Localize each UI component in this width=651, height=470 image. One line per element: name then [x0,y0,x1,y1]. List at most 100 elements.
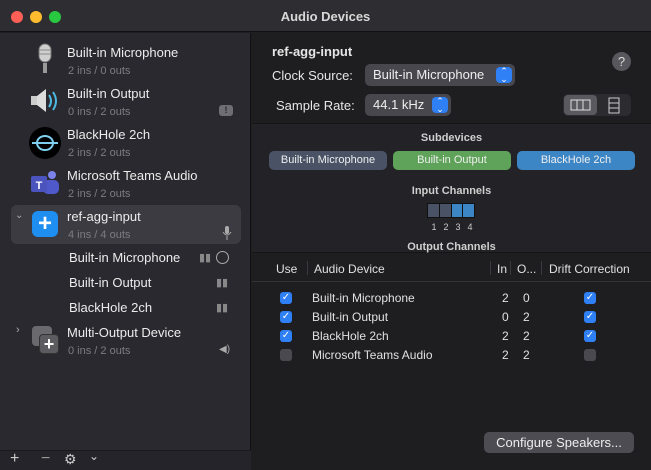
output-channels-title: Output Channels [407,241,496,253]
sidebar-toolbar: + − ⚙ ⌄ [0,449,251,470]
subdevice-item[interactable]: Built-in Microphone ▮▮ [0,248,251,270]
sample-rate-value: 44.1 kHz [373,97,425,112]
chevron-right-icon[interactable]: › [16,324,20,336]
microphone-icon [222,226,232,243]
subdevice-chip[interactable]: BlackHole 2ch [517,151,635,170]
title-bar: Audio Devices [0,0,651,32]
device-channels: 2 ins / 2 outs [68,188,131,200]
channel-number: 2 [443,222,449,232]
input-channel-2 [439,204,451,217]
device-item-microsoft-teams-audio[interactable]: T Microsoft Teams Audio 2 ins / 2 outs [0,163,251,203]
out-count: 2 [523,329,530,343]
in-count: 2 [502,348,509,362]
drift-correction-checkbox[interactable]: ✓ [584,311,596,323]
clock-source-popup[interactable]: Built-in Microphone ⌃ ⌄ [365,64,515,86]
input-channel-numbers: 1 2 3 4 [428,222,476,232]
drift-correction-checkbox[interactable] [584,349,596,361]
drift-correction-checkbox[interactable]: ✓ [584,292,596,304]
window-title: Audio Devices [280,9,371,24]
chevron-down-icon[interactable]: ⌄ [15,210,24,221]
subdevice-name: Built-in Output [69,275,152,290]
device-channels: 0 ins / 2 outs [68,106,131,118]
channel-number: 4 [467,222,473,232]
add-device-button[interactable]: + [10,450,20,467]
help-button[interactable]: ? [612,52,631,71]
device-channels: 4 ins / 4 outs [68,229,131,241]
device-name: Microsoft Teams Audio [67,168,198,183]
in-count: 2 [502,291,509,305]
zoom-button[interactable] [49,11,61,23]
device-channels: 2 ins / 0 outs [68,65,131,77]
device-item-multi-output-device[interactable]: › + Multi-Output Device 0 ins / 2 outs ◀… [0,320,251,360]
out-count: 2 [523,310,530,324]
input-channels-title: Input Channels [411,185,492,197]
channel-number: 1 [431,222,437,232]
device-item-built-in-microphone[interactable]: Built-in Microphone 2 ins / 0 outs [0,40,251,80]
input-channel-1 [428,204,439,217]
device-name: Built-in Output [67,86,150,101]
chevron-down-icon[interactable]: ⌄ [89,449,100,463]
column-header-use[interactable]: Use [276,262,298,276]
use-checkbox[interactable] [280,349,292,361]
device-item-ref-agg-input[interactable]: ⌄ + ref-agg-input 4 ins / 4 outs [0,204,251,244]
audio-device-name: Built-in Microphone [312,291,415,305]
speaker-icon: ◀) [219,344,231,355]
device-name: Multi-Output Device [67,325,182,340]
input-channel-4 [463,204,474,217]
column-header-drift-correction[interactable]: Drift Correction [549,262,630,276]
device-name: ref-agg-input [67,209,141,224]
view-segmented-control [563,94,631,116]
audio-device-name: Microsoft Teams Audio [312,348,433,362]
columns-view-button[interactable] [564,95,597,115]
clock-source-value: Built-in Microphone [373,67,485,82]
device-title: ref-agg-input [272,44,353,59]
channel-number: 3 [455,222,461,232]
drift-correction-checkbox[interactable]: ✓ [584,330,596,342]
device-item-blackhole-2ch[interactable]: BlackHole 2ch 2 ins / 2 outs [0,122,251,162]
column-header-audio-device[interactable]: Audio Device [314,262,385,276]
rows-view-button[interactable] [598,95,630,115]
clock-icon [216,251,229,264]
use-checkbox[interactable]: ✓ [280,330,292,342]
microphone-icon [30,43,60,73]
device-name: Built-in Microphone [67,45,179,60]
column-header-out[interactable]: O... [517,262,537,276]
device-channels: 2 ins / 2 outs [68,147,131,159]
device-detail-panel: ref-agg-input Clock Source: Built-in Mic… [252,33,651,470]
subdevice-item[interactable]: BlackHole 2ch ▮▮ [0,298,251,320]
table-row: ✓ BlackHole 2ch 2 2 ✓ [252,327,651,346]
device-item-built-in-output[interactable]: Built-in Output 0 ins / 2 outs ! [0,81,251,121]
subdevices-title: Subdevices [420,132,483,144]
subdevice-name: Built-in Microphone [69,250,181,265]
chevron-updown-icon: ⌃ ⌄ [496,67,512,84]
sample-rate-label: Sample Rate: [276,98,355,113]
device-channels: 0 ins / 2 outs [68,345,131,357]
in-count: 2 [502,329,509,343]
sample-rate-popup[interactable]: 44.1 kHz ⌃ ⌄ [365,94,451,116]
waveform-icon: ▮▮ [216,302,229,314]
subdevice-chip[interactable]: Built-in Output [393,151,511,170]
speaker-icon [30,86,60,116]
table-row: ✓ Built-in Microphone 2 0 ✓ [252,289,651,308]
input-channel-map [427,203,475,218]
device-list: Built-in Microphone 2 ins / 0 outs Built… [0,33,251,470]
use-checkbox[interactable]: ✓ [280,311,292,323]
subdevice-item[interactable]: Built-in Output ▮▮ [0,273,251,295]
out-count: 0 [523,291,530,305]
subdevice-chip[interactable]: Built-in Microphone [269,151,387,170]
close-button[interactable] [11,11,23,23]
use-checkbox[interactable]: ✓ [280,292,292,304]
subdevice-name: BlackHole 2ch [69,300,153,315]
alert-bubble-icon: ! [219,105,233,116]
aggregate-icon: + [32,211,58,237]
configure-speakers-button[interactable]: Configure Speakers... [484,432,634,453]
gear-icon[interactable]: ⚙ [64,451,77,467]
svg-text:T: T [36,180,43,192]
minimize-button[interactable] [30,11,42,23]
remove-device-button[interactable]: − [41,450,51,467]
teams-icon: T [30,169,60,199]
column-header-in[interactable]: In [497,262,508,276]
table-row: Microsoft Teams Audio 2 2 [252,346,651,365]
waveform-icon: ▮▮ [199,252,212,264]
audio-device-name: BlackHole 2ch [312,329,389,343]
